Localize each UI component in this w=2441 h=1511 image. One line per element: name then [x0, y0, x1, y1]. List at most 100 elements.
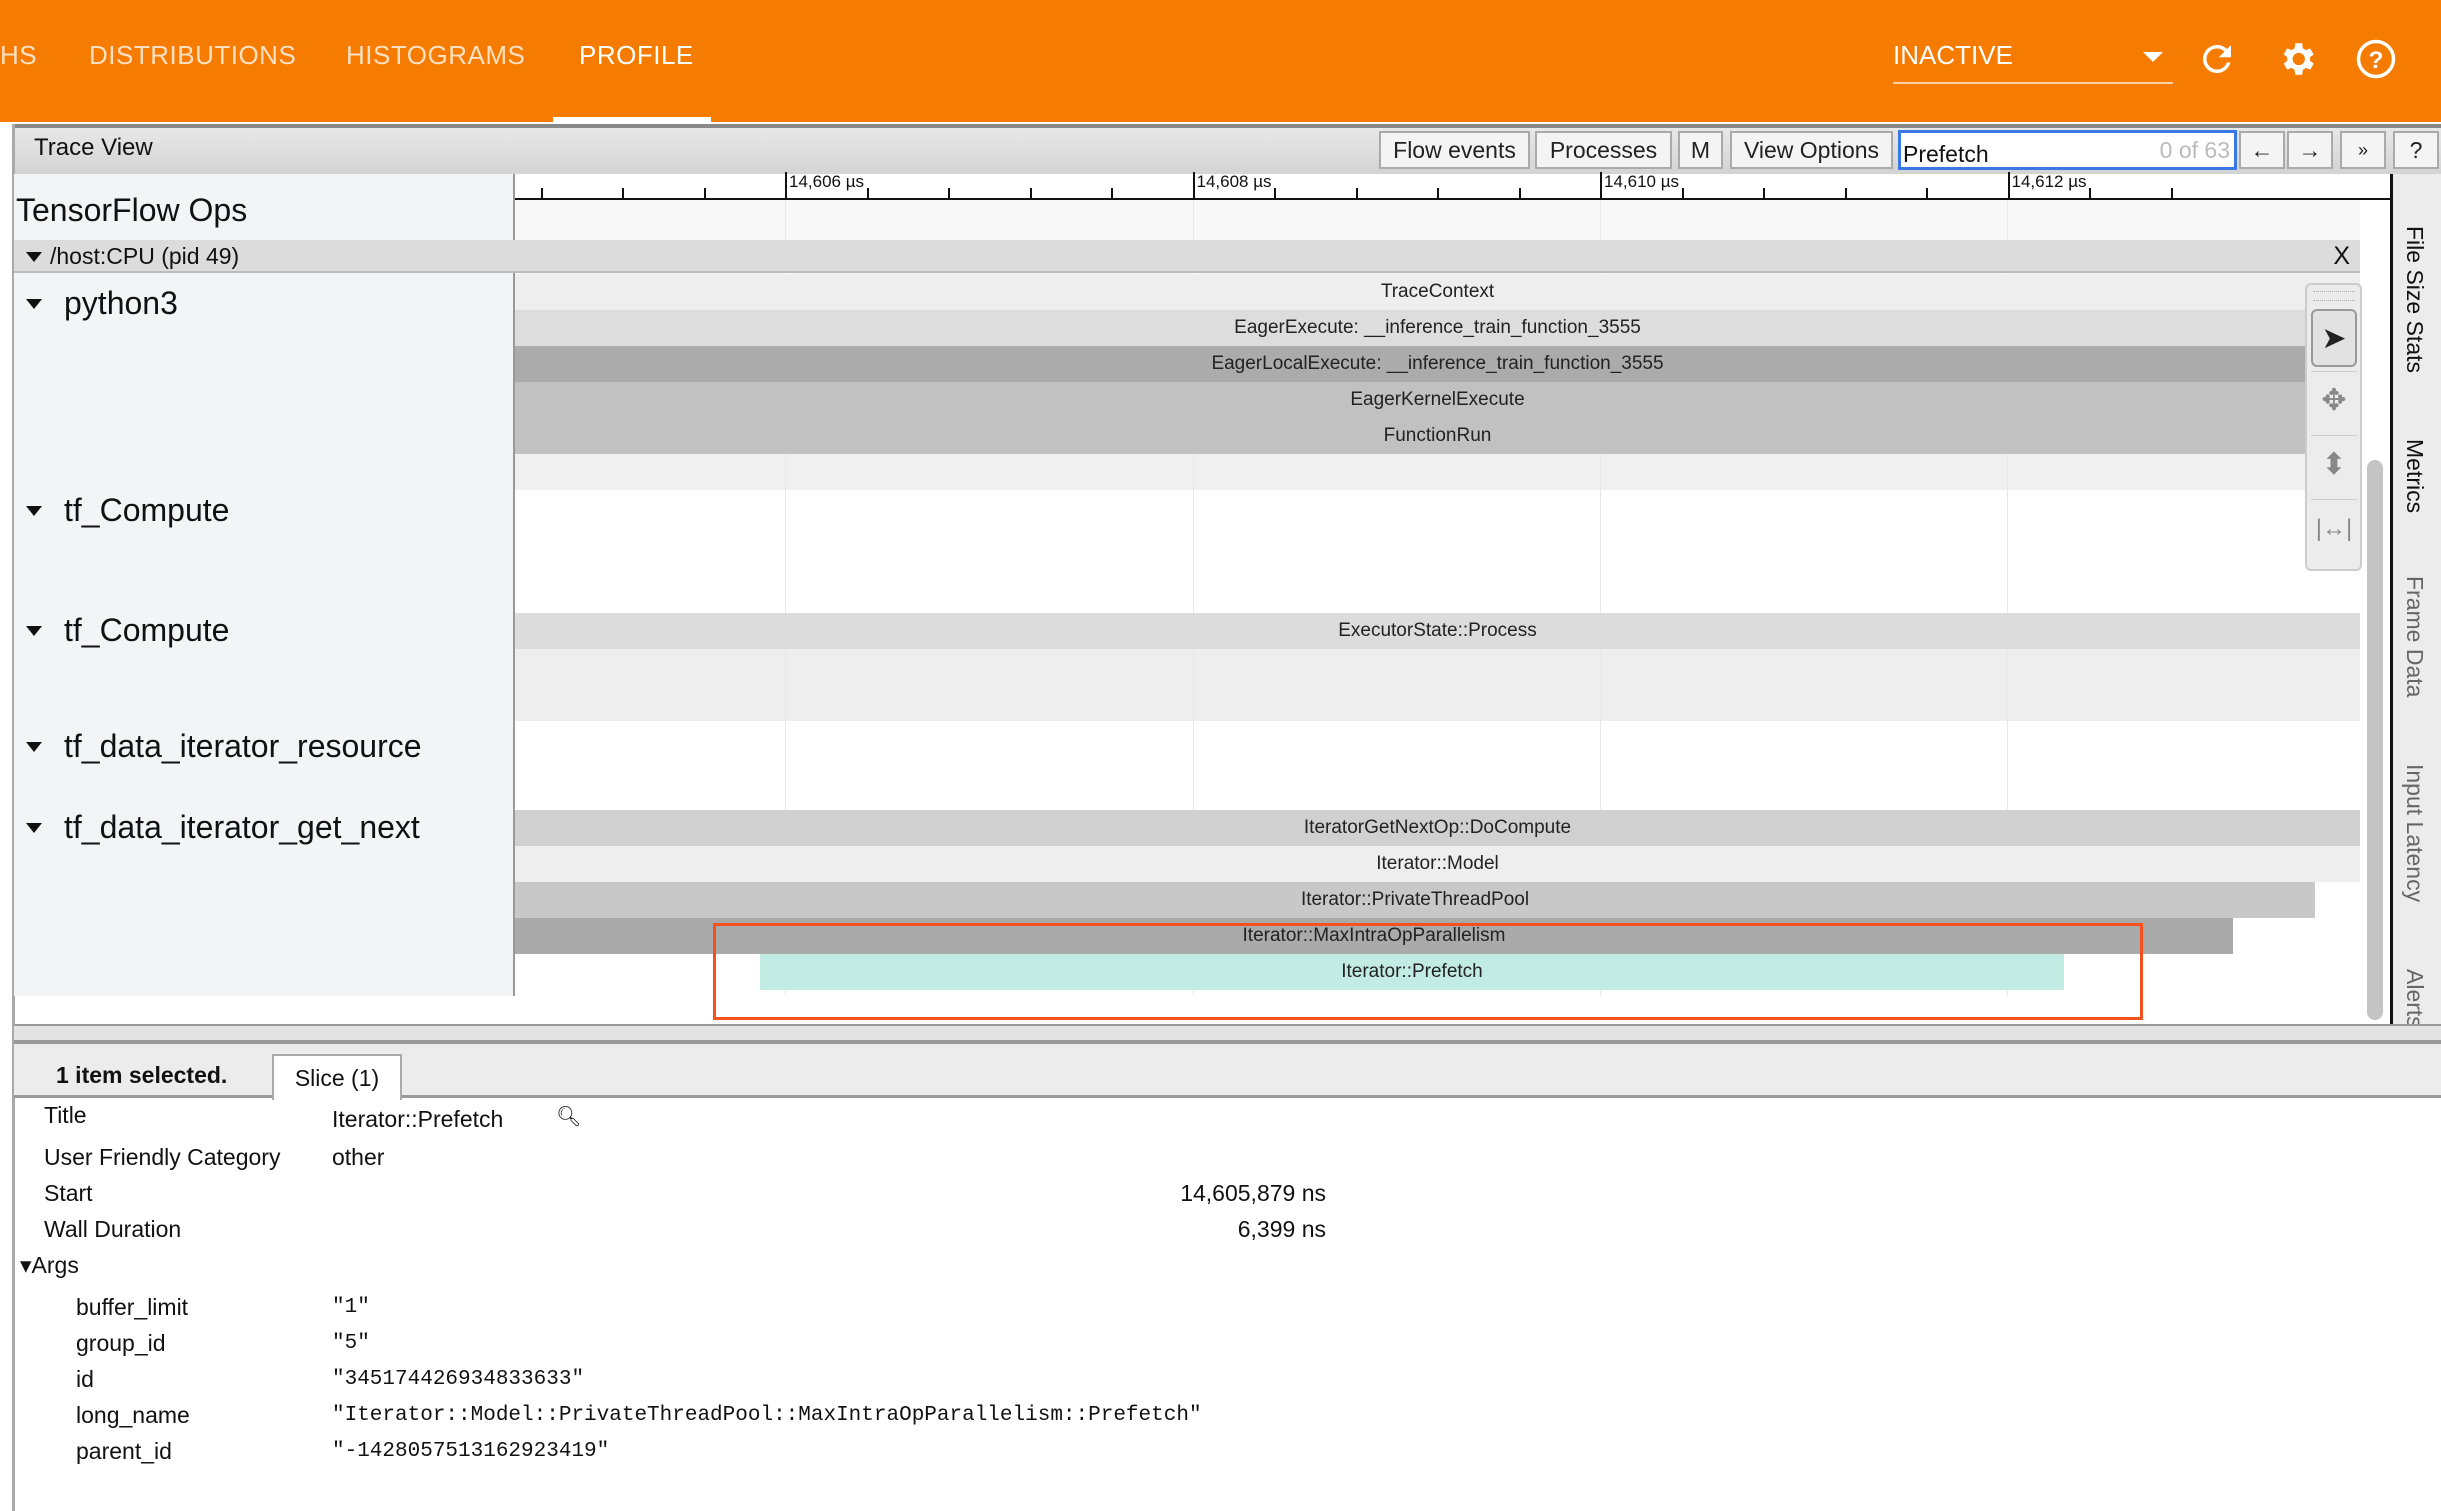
view-options-button[interactable]: View Options: [1730, 131, 1893, 169]
collapse-triangle-icon[interactable]: [26, 741, 42, 752]
trace-slice[interactable]: EagerExecute: __inference_train_function…: [515, 310, 2360, 346]
thread-name: tf_data_iterator_resource: [64, 728, 422, 764]
thread-track-header[interactable]: tf_Compute: [26, 612, 229, 649]
collapse-triangle-icon[interactable]: [26, 625, 42, 636]
pan-mode-icon[interactable]: ✥: [2311, 371, 2357, 429]
ruler-tick: [2170, 188, 2173, 198]
tab-graphs[interactable]: HS: [0, 40, 38, 70]
thread-track-header[interactable]: tf_data_iterator_resource: [26, 728, 422, 765]
collapse-triangle-icon[interactable]: [26, 822, 42, 833]
metadata-button[interactable]: M: [1678, 131, 1723, 169]
track-background: [515, 490, 2360, 614]
title-label: Title: [44, 1102, 87, 1128]
process-header[interactable]: /host:CPU (pid 49) X: [14, 240, 2360, 273]
tick-label: 14,608 µs: [1196, 172, 1272, 191]
highlight-box: [713, 923, 2143, 1020]
ruler-tick: [1355, 188, 1358, 198]
trace-slice[interactable]: EagerKernelExecute: [515, 382, 2360, 418]
chevron-down-icon: [2143, 52, 2163, 62]
trace-slice[interactable]: Iterator::PrivateThreadPool: [515, 882, 2315, 918]
thread-name: tf_data_iterator_get_next: [64, 809, 420, 845]
tab-profile[interactable]: PROFILE: [579, 40, 694, 70]
thread-name: tf_Compute: [64, 492, 230, 528]
track-background: [515, 721, 2360, 810]
selection-mode-icon[interactable]: ➤: [2311, 309, 2357, 367]
arg-key: parent_id: [76, 1438, 172, 1464]
trace-slice[interactable]: IteratorGetNextOp::DoCompute: [515, 810, 2360, 846]
previous-result-button[interactable]: ←: [2239, 131, 2285, 169]
thread-track-header[interactable]: tf_data_iterator_get_next: [26, 809, 420, 846]
top-app-bar: HS DISTRIBUTIONS HISTOGRAMS PROFILE INAC…: [0, 0, 2441, 123]
side-panel-tabs: File Size Stats Metrics Frame Data Input…: [2390, 174, 2441, 1028]
trace-slice[interactable]: ExecutorState::Process: [515, 613, 2360, 649]
flow-events-button[interactable]: Flow events: [1379, 131, 1530, 169]
track-group-title: TensorFlow Ops: [16, 192, 248, 228]
refresh-icon[interactable]: [2196, 38, 2238, 80]
timing-mode-icon[interactable]: |↔|: [2311, 499, 2357, 557]
run-select[interactable]: INACTIVE: [1893, 40, 2173, 84]
ruler-tick: [622, 188, 624, 198]
gear-icon[interactable]: [2276, 38, 2318, 80]
tab-frame-data[interactable]: Frame Data: [2402, 576, 2428, 698]
process-name: /host:CPU (pid 49): [50, 243, 240, 269]
args-toggle[interactable]: ▾Args: [20, 1252, 79, 1278]
active-tab-indicator: [553, 117, 711, 123]
mouse-mode-toolbar: ➤ ✥ ⬍ |↔|: [2305, 283, 2362, 571]
ruler-tick: [1763, 188, 1765, 198]
thread-name: tf_Compute: [64, 612, 230, 648]
help-button[interactable]: ?: [2393, 131, 2439, 169]
ruler-tick: [1274, 188, 1276, 198]
ruler-tick: 14,608 µs: [1192, 172, 1272, 198]
panel-resize-handle[interactable]: [14, 1024, 2441, 1044]
trace-slice[interactable]: Iterator::Model: [515, 846, 2360, 882]
tab-file-size-stats[interactable]: File Size Stats: [2402, 226, 2428, 373]
ruler-tick: [2089, 188, 2091, 198]
timeline-canvas[interactable]: TraceContext EagerExecute: __inference_tr…: [515, 200, 2360, 996]
close-process-button[interactable]: X: [2333, 242, 2350, 270]
arg-value: "5": [332, 1332, 370, 1355]
search-icon[interactable]: 🔍︎: [556, 1106, 582, 1128]
tab-histograms[interactable]: HISTOGRAMS: [346, 40, 526, 70]
ruler-tick: 14,606 µs: [785, 172, 864, 198]
arg-key: long_name: [76, 1402, 190, 1428]
tab-distributions[interactable]: DISTRIBUTIONS: [89, 40, 297, 70]
collapse-triangle-icon[interactable]: [26, 298, 42, 309]
ruler-tick: [1844, 188, 1847, 198]
arg-value: "345174426934833633": [332, 1368, 585, 1391]
trace-slice[interactable]: Iterator::Prefetch: [760, 954, 2064, 990]
trace-slice[interactable]: EagerLocalExecute: __inference_train_fun…: [515, 346, 2360, 382]
tick-label: 14,610 µs: [1604, 172, 1680, 191]
drag-handle-icon[interactable]: [2313, 291, 2355, 301]
search-input[interactable]: Prefetch 0 of 63: [1898, 130, 2237, 170]
ruler-tick: [948, 188, 950, 198]
thread-name: python3: [64, 285, 178, 321]
track-labels-panel: [14, 174, 515, 996]
grid-line: [785, 200, 786, 996]
thread-track-header[interactable]: python3: [26, 285, 178, 322]
collapse-triangle-icon[interactable]: [26, 252, 42, 262]
help-icon[interactable]: ?: [2355, 38, 2397, 80]
vertical-scrollbar[interactable]: [2367, 460, 2383, 1020]
selection-count: 1 item selected.: [56, 1062, 228, 1088]
tab-metrics[interactable]: Metrics: [2402, 439, 2428, 514]
grid-line: [1600, 200, 1601, 996]
collapse-triangle-icon[interactable]: [26, 505, 42, 516]
analysis-header: [14, 1044, 2441, 1098]
ruler-tick: [703, 188, 706, 198]
next-result-button[interactable]: →: [2287, 131, 2333, 169]
tab-alerts[interactable]: Alerts: [2402, 969, 2428, 1028]
trace-slice[interactable]: FunctionRun: [515, 418, 2360, 454]
trace-slice[interactable]: TraceContext: [515, 274, 2360, 310]
zoom-mode-icon[interactable]: ⬍: [2311, 435, 2357, 493]
tab-input-latency[interactable]: Input Latency: [2402, 764, 2428, 903]
arg-value: "-1428057513162923419": [332, 1440, 610, 1463]
thread-track-header[interactable]: tf_Compute: [26, 492, 229, 529]
title-value: Iterator::Prefetch: [332, 1106, 504, 1132]
arg-value: "1": [332, 1296, 370, 1319]
track-background: [515, 649, 2360, 721]
grid-line: [1193, 200, 1194, 996]
processes-button[interactable]: Processes: [1535, 131, 1672, 169]
tab-slice[interactable]: Slice (1): [272, 1054, 402, 1100]
ruler-tick: [1518, 188, 1521, 198]
expand-button[interactable]: »: [2340, 131, 2386, 169]
